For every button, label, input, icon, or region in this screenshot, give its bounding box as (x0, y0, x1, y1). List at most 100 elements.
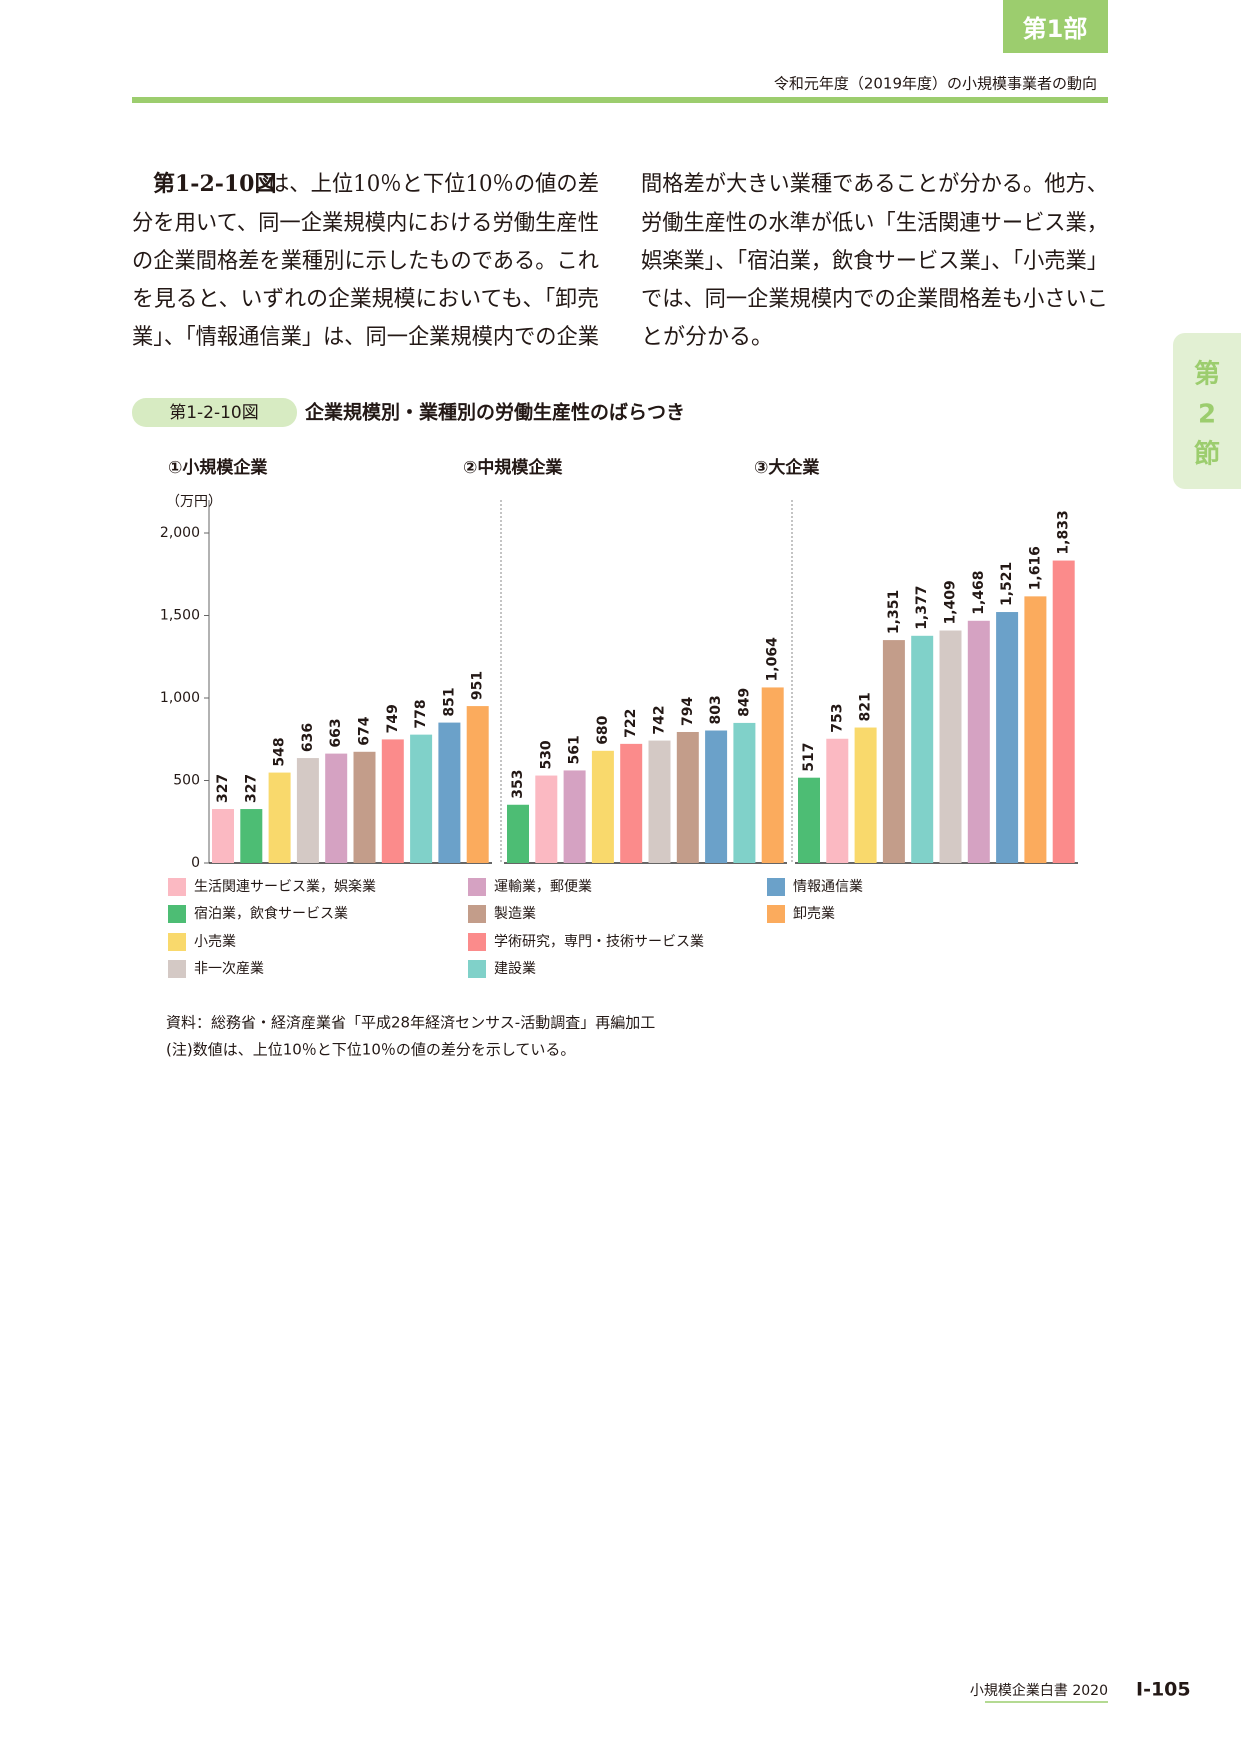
bar (911, 635, 934, 863)
value-label: 1,616 (1027, 546, 1043, 590)
footer-book: 小規模企業白書 2020 (970, 1682, 1108, 1699)
body-line: 分を用いて、同一企業規模内における労働生産性 (132, 211, 599, 236)
running-title: 令和元年度（2019年度）の小規模事業者の動向 (774, 75, 1097, 93)
value-label: 778 (413, 699, 429, 728)
value-label: 561 (567, 735, 583, 764)
legend-swatch (168, 878, 186, 896)
panel-title: ③大企業 (754, 457, 819, 478)
value-label: 1,833 (1056, 510, 1072, 554)
value-label: 353 (510, 770, 526, 799)
y-tick-label: 500 (173, 773, 200, 789)
value-label: 749 (385, 704, 401, 733)
bar (507, 804, 529, 863)
value-label: 742 (652, 705, 668, 734)
value-label: 680 (595, 715, 611, 744)
value-label: 722 (623, 709, 639, 738)
value-label: 753 (829, 704, 845, 733)
bar (240, 809, 263, 863)
body-line: を見ると、いずれの企業規模においても、「卸売 (132, 287, 599, 312)
value-label: 674 (357, 716, 373, 745)
value-label: 794 (680, 697, 696, 726)
legend-label: 建設業 (494, 961, 536, 977)
value-label: 851 (441, 687, 457, 716)
legend-swatch (168, 905, 186, 923)
value-label: 849 (736, 688, 752, 717)
bar (648, 740, 671, 863)
bar (761, 687, 784, 863)
y-tick-label: 0 (191, 855, 200, 871)
value-label: 1,409 (943, 580, 959, 624)
value-label: 327 (215, 774, 231, 803)
value-label: 1,468 (971, 570, 987, 614)
y-tick-label: 1,500 (160, 608, 200, 624)
bar (798, 777, 820, 863)
bar (410, 734, 433, 863)
value-label: 1,377 (914, 585, 930, 629)
panel-title: ①小規模企業 (168, 457, 267, 478)
bar (1052, 560, 1075, 863)
part-label: 第1部 (1023, 15, 1088, 43)
legend-swatch (468, 933, 486, 951)
bar (325, 753, 348, 863)
value-label: 327 (243, 774, 259, 803)
bar (1024, 596, 1047, 863)
legend-swatch (767, 878, 785, 896)
bar (967, 620, 990, 863)
value-label: 1,521 (999, 562, 1015, 606)
value-label: 821 (858, 692, 874, 721)
bar (212, 809, 234, 863)
legend-label: 生活関連サービス業，娯楽業 (194, 879, 376, 895)
body-line: 娯楽業」、「宿泊業，飲食サービス業」、「小売業」 (641, 249, 1108, 274)
source-note: 資料：総務省・経済産業省「平成28年経済センサス‐活動調査」再編加工 (166, 1014, 655, 1032)
legend-swatch (168, 933, 186, 951)
value-label: 803 (708, 695, 724, 724)
figure-number: 第1-2-10図 (169, 403, 259, 423)
figure-title: 企業規模別・業種別の労働生産性のばらつき (304, 401, 685, 424)
legend-label: 運輸業，郵便業 (494, 879, 592, 895)
bar (535, 775, 558, 863)
y-axis-unit: （万円） (166, 494, 222, 510)
value-label: 636 (300, 723, 316, 752)
body-line: 間格差が大きい業種であることが分かる。他方、 (641, 172, 1108, 197)
figure-number-pill (132, 398, 297, 427)
legend-label: 小売業 (194, 934, 236, 950)
body-line: の企業間格差を業種別に示したものである。これ (132, 249, 599, 274)
legend-label: 情報通信業 (793, 879, 863, 895)
legend-label: 非一次産業 (194, 961, 264, 977)
body-line: は、上位10％と下位10％の値の差 (268, 172, 599, 197)
legend-swatch (168, 960, 186, 978)
body-line: では、同一企業規模内での企業間格差も小さいこ (641, 287, 1108, 312)
section-tab-char: 節 (1194, 439, 1220, 470)
y-tick-label: 1,000 (160, 690, 200, 706)
bar (296, 758, 319, 863)
bar (591, 750, 614, 863)
bar (705, 730, 728, 863)
bar (676, 731, 699, 863)
section-tab-char: 2 (1198, 400, 1216, 430)
bar (620, 743, 643, 863)
legend-swatch (767, 905, 785, 923)
value-label: 951 (470, 671, 486, 700)
legend-label: 製造業 (494, 906, 536, 922)
value-label: 1,351 (886, 590, 902, 634)
body-line: 労働生産性の水準が低い「生活関連サービス業， (641, 211, 1108, 236)
legend-swatch (468, 960, 486, 978)
value-label: 548 (272, 737, 288, 766)
bar (826, 738, 849, 863)
page-number: Ⅰ-105 (1136, 1679, 1191, 1701)
body-line: とが分かる。 (641, 325, 773, 350)
bar (939, 630, 962, 863)
section-tab: 第 2 節 (1173, 333, 1241, 489)
bar (268, 772, 291, 863)
value-label: 530 (538, 740, 554, 769)
bar (996, 612, 1019, 863)
bar (854, 727, 877, 863)
bar (882, 640, 905, 863)
part-tab (1003, 0, 1108, 53)
body-line: 業」、「情報通信業」は、同一企業規模内での企業 (132, 325, 599, 350)
body-lead: 第1-2-10図 (153, 171, 277, 197)
note: (注)数値は、上位10％と下位10％の値の差分を示している。 (166, 1041, 575, 1059)
value-label: 517 (801, 742, 817, 771)
legend-swatch (468, 905, 486, 923)
